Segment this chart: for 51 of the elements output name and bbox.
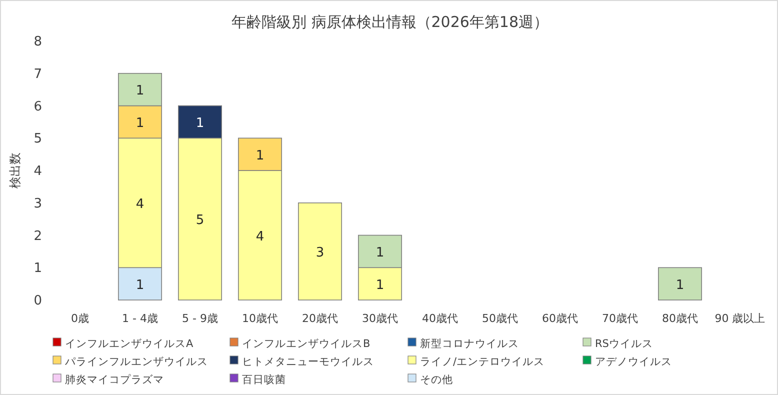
chart-title: 年齢階級別 病原体検出情報（2026年第18週） — [231, 13, 549, 31]
その他: 1 — [118, 267, 162, 300]
data-label: 4 — [136, 196, 144, 212]
legend-label: 新型コロナウイルス — [420, 337, 519, 350]
x-tick-label: 90 歳以上 — [714, 312, 766, 325]
x-tick-label: 10歳代 — [242, 312, 278, 325]
x-tick-label: 1 - 4歳 — [122, 312, 158, 325]
bar — [298, 202, 342, 300]
x-tick-label: 60歳代 — [542, 312, 578, 325]
y-axis-title: 検出数 — [8, 152, 22, 188]
y-tick-label: 3 — [34, 196, 42, 212]
legend-label: ライノ/エンテロウイルス — [420, 356, 545, 368]
x-tick-label: 40歳代 — [422, 312, 458, 325]
y-tick-label: 0 — [34, 294, 42, 308]
x-tick-label: 0歳 — [71, 312, 89, 325]
y-tick-label: 4 — [34, 164, 42, 179]
y-tick-label: 7 — [34, 66, 42, 82]
data-label: 1 — [676, 278, 684, 293]
data-label: 1 — [376, 245, 384, 260]
legend-label: パラインフルエンザウイルス — [64, 356, 208, 368]
y-tick-label: 8 — [34, 34, 42, 50]
legend-label: その他 — [420, 374, 453, 386]
legend-label: 百日咳菌 — [242, 373, 286, 386]
x-tick-label: 5 - 9歳 — [182, 312, 218, 325]
y-tick-label: 1 — [34, 261, 42, 276]
data-label: 1 — [196, 116, 204, 131]
x-tick-label: 50歳代 — [482, 312, 518, 325]
bar — [658, 267, 702, 300]
x-tick-label: 70歳代 — [602, 312, 638, 325]
legend-label: RSウイルス — [595, 338, 653, 350]
legend-label: インフルエンザウイルスB — [242, 338, 370, 350]
data-label: 1 — [256, 148, 264, 164]
data-label: 1 — [136, 116, 144, 131]
bar — [178, 138, 222, 300]
legend-label: ヒトメタニューモウイルス — [242, 356, 374, 368]
data-label: 1 — [376, 278, 384, 293]
data-label: 1 — [136, 84, 144, 99]
y-tick-label: 6 — [34, 99, 42, 114]
legend-label: インフルエンザウイルスA — [65, 338, 194, 350]
data-label: 5 — [196, 213, 204, 228]
x-tick-label: 80歳代 — [662, 312, 698, 325]
y-tick-label: 5 — [34, 132, 42, 147]
ヒトメタニューモウイルス: 1 — [178, 105, 222, 139]
data-label: 3 — [316, 245, 324, 260]
x-tick-label: 20歳代 — [302, 312, 338, 325]
data-label: 4 — [256, 229, 264, 244]
legend-label: アデノウイルス — [595, 356, 672, 368]
x-tick-label: 30歳代 — [362, 312, 398, 325]
y-tick-label: 2 — [34, 228, 42, 244]
legend-label: 肺炎マイコプラズマ — [65, 373, 164, 386]
data-label: 1 — [136, 278, 144, 293]
